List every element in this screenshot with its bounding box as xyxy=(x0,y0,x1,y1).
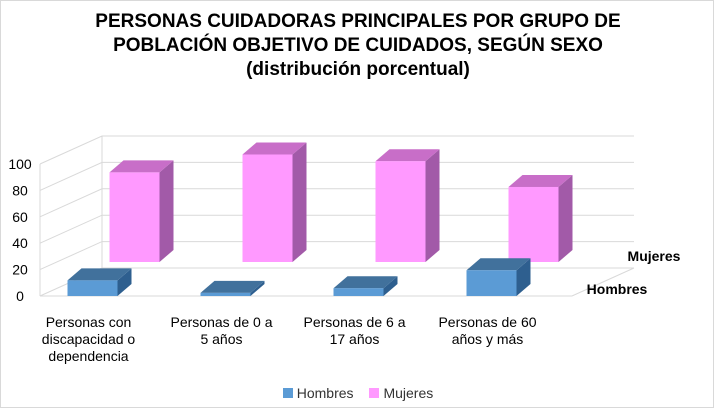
depth-label-mujeres: Mujeres xyxy=(628,248,681,264)
depth-label-hombres: Hombres xyxy=(587,281,648,297)
y-tick-label-80: 80 xyxy=(12,182,28,198)
bar-hombres-1-side xyxy=(250,280,265,296)
category-label-2-1: 17 años xyxy=(330,331,380,347)
chart-title-line-1: PERSONAS CUIDADORAS PRINCIPALES POR GRUP… xyxy=(95,11,621,32)
category-label-2-0: Personas de 6 a xyxy=(304,314,406,330)
bar-hombres-2 xyxy=(333,288,384,296)
bar-mujeres-1-top xyxy=(242,142,307,155)
bar-mujeres-1 xyxy=(242,154,293,262)
legend-label-mujeres: Mujeres xyxy=(383,385,434,401)
y-tick-label-100: 100 xyxy=(8,156,32,172)
bar-mujeres-3 xyxy=(508,186,559,262)
category-label-3-0: Personas de 60 xyxy=(438,314,536,330)
bar-mujeres-1-side xyxy=(292,142,307,262)
bar-mujeres-2-top xyxy=(375,149,440,162)
bar-mujeres-0-side xyxy=(159,160,174,262)
category-label-1-0: Personas de 0 a xyxy=(171,314,273,330)
legend-swatch-mujeres xyxy=(369,388,380,398)
bar-hombres-1-top xyxy=(200,280,265,293)
bar-hombres-0-side xyxy=(117,268,132,296)
bar-mujeres-2-side xyxy=(425,149,440,262)
bar-mujeres-0 xyxy=(109,172,160,262)
category-label-0-0: Personas con xyxy=(46,314,132,330)
bar-mujeres-2 xyxy=(375,161,426,262)
category-label-1-1: 5 años xyxy=(200,331,242,347)
bar-hombres-3-side xyxy=(516,258,531,296)
legend-label-hombres: Hombres xyxy=(296,385,354,401)
y-tick-label-40: 40 xyxy=(12,235,28,251)
bar-hombres-0 xyxy=(67,280,118,296)
bar-mujeres-3-top xyxy=(508,174,573,187)
category-label-0-2: dependencia xyxy=(48,348,128,364)
bar-hombres-2-side xyxy=(383,276,398,296)
gridline-100 xyxy=(39,135,634,165)
bar-hombres-3-top xyxy=(466,258,531,271)
legend-item-hombres: Hombres xyxy=(282,385,354,401)
bar-mujeres-0-top xyxy=(109,160,174,173)
chart-title: PERSONAS CUIDADORAS PRINCIPALES POR GRUP… xyxy=(0,10,716,82)
bar-hombres-3 xyxy=(466,270,517,296)
category-label-0-1: discapacidad o xyxy=(42,331,136,347)
bar-hombres-0-top xyxy=(67,268,132,281)
chart-title-line-3: (distribución porcentual) xyxy=(246,59,470,80)
bar-mujeres-3-side xyxy=(558,174,573,262)
y-tick-label-60: 60 xyxy=(12,209,28,225)
chart-title-line-2: POBLACIÓN OBJETIVO DE CUIDADOS, SEGÚN SE… xyxy=(113,35,603,56)
bar-hombres-1 xyxy=(200,292,251,296)
category-label-3-1: años y más xyxy=(452,331,524,347)
legend-swatch-hombres xyxy=(282,388,293,398)
y-tick-label-0: 0 xyxy=(16,288,24,304)
bar-hombres-2-top xyxy=(333,276,398,289)
y-tick-label-20: 20 xyxy=(12,262,28,278)
legend-item-mujeres: Mujeres xyxy=(369,385,433,401)
chart-legend: Hombres Mujeres xyxy=(0,385,716,401)
